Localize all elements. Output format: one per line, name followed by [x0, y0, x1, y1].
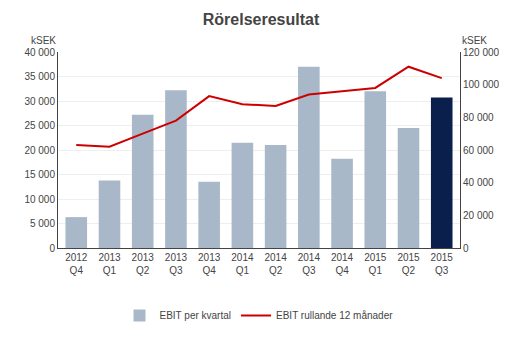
svg-text:30 000: 30 000: [24, 96, 55, 107]
svg-text:35 000: 35 000: [24, 71, 55, 82]
svg-text:15 000: 15 000: [24, 169, 55, 180]
svg-text:60 000: 60 000: [463, 145, 494, 156]
svg-text:20 000: 20 000: [24, 145, 55, 156]
svg-text:kSEK: kSEK: [31, 35, 56, 46]
svg-text:2013Q2: 2013Q2: [132, 252, 155, 276]
svg-text:EBIT rullande 12 månader: EBIT rullande 12 månader: [276, 310, 393, 321]
svg-text:5 000: 5 000: [30, 218, 55, 229]
svg-text:2012Q4: 2012Q4: [65, 252, 88, 276]
svg-text:2015Q3: 2015Q3: [431, 252, 454, 276]
svg-text:40 000: 40 000: [24, 47, 55, 58]
svg-text:40 000: 40 000: [463, 177, 494, 188]
svg-text:20 000: 20 000: [463, 210, 494, 221]
svg-text:2015Q2: 2015Q2: [397, 252, 420, 276]
svg-text:2014Q2: 2014Q2: [264, 252, 287, 276]
svg-text:2014Q4: 2014Q4: [331, 252, 354, 276]
svg-text:0: 0: [49, 243, 55, 254]
svg-text:Rörelseresultat: Rörelseresultat: [203, 11, 320, 28]
svg-text:25 000: 25 000: [24, 120, 55, 131]
svg-text:2015Q1: 2015Q1: [364, 252, 387, 276]
svg-text:kSEK: kSEK: [462, 35, 487, 46]
svg-text:2014Q3: 2014Q3: [298, 252, 321, 276]
svg-text:120 000: 120 000: [463, 47, 500, 58]
svg-text:10 000: 10 000: [24, 194, 55, 205]
svg-text:2013Q4: 2013Q4: [198, 252, 221, 276]
svg-text:2013Q3: 2013Q3: [165, 252, 188, 276]
svg-text:2013Q1: 2013Q1: [98, 252, 121, 276]
svg-text:2014Q1: 2014Q1: [231, 252, 254, 276]
svg-text:100 000: 100 000: [463, 79, 500, 90]
svg-text:0: 0: [463, 243, 469, 254]
svg-text:EBIT per kvartal: EBIT per kvartal: [160, 310, 232, 321]
svg-text:80 000: 80 000: [463, 112, 494, 123]
